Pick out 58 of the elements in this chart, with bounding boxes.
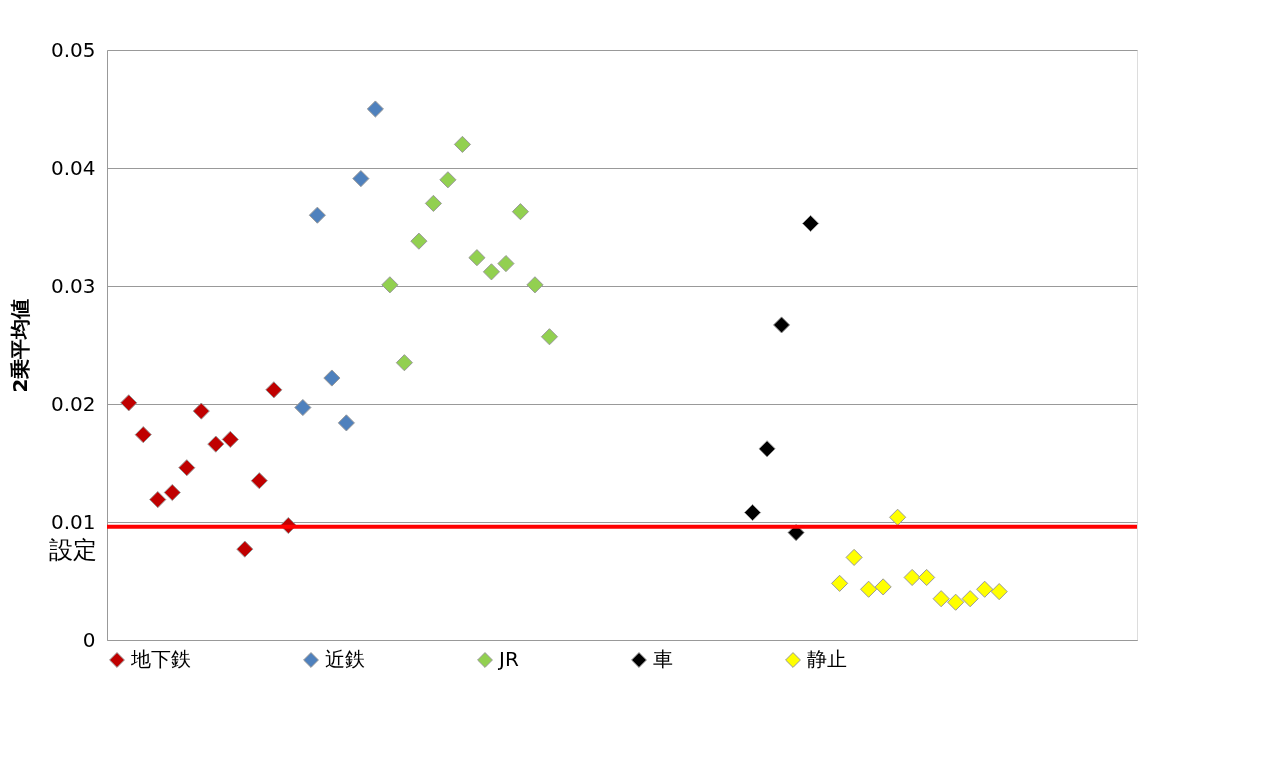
ref-line-label: 設定 [49,535,97,564]
point [903,568,921,587]
point [337,414,355,432]
point [381,276,399,294]
point [192,402,210,420]
point [410,232,428,250]
y-tick-label: 0.02 [50,391,96,416]
point [961,590,979,608]
point [889,508,907,526]
point [294,398,312,417]
point [250,472,268,490]
legend-label: 近鉄 [325,647,365,671]
point [947,593,965,611]
y-tick-label: 0.01 [50,509,96,534]
point [511,203,530,221]
point [120,394,138,412]
point [207,435,225,453]
point [497,255,515,273]
point [932,590,950,608]
y-tick-label: 0 [82,627,96,652]
point [802,214,820,233]
point [424,194,442,212]
point [308,206,326,224]
legend-label: JR [497,647,519,671]
legend-label: 車 [653,647,673,671]
y-axis-title: 2乗平均値 [7,298,32,393]
point [265,381,283,399]
point [918,568,936,587]
point [366,100,384,118]
y-tick-label: 0.05 [50,37,96,62]
point [976,580,994,598]
point [482,263,500,281]
point [860,580,878,598]
point [845,548,863,566]
y-tick-label: 0.04 [50,155,96,180]
point [453,135,471,153]
point [149,491,167,509]
point [468,249,486,267]
point [526,276,544,294]
point [221,430,239,448]
point [439,171,457,189]
point [395,354,413,372]
legend-label: 地下鉄 [130,647,191,671]
point [163,483,181,502]
point [990,583,1008,601]
point [744,504,762,522]
point [352,170,370,188]
point [758,440,776,458]
point [831,574,849,592]
point [773,316,791,334]
y-tick-label: 0.03 [50,273,96,298]
legend-label: 静止 [807,647,847,671]
point [134,426,152,444]
point [236,540,254,558]
point [323,369,341,387]
point [874,578,892,596]
point [540,328,559,346]
point [178,459,196,477]
